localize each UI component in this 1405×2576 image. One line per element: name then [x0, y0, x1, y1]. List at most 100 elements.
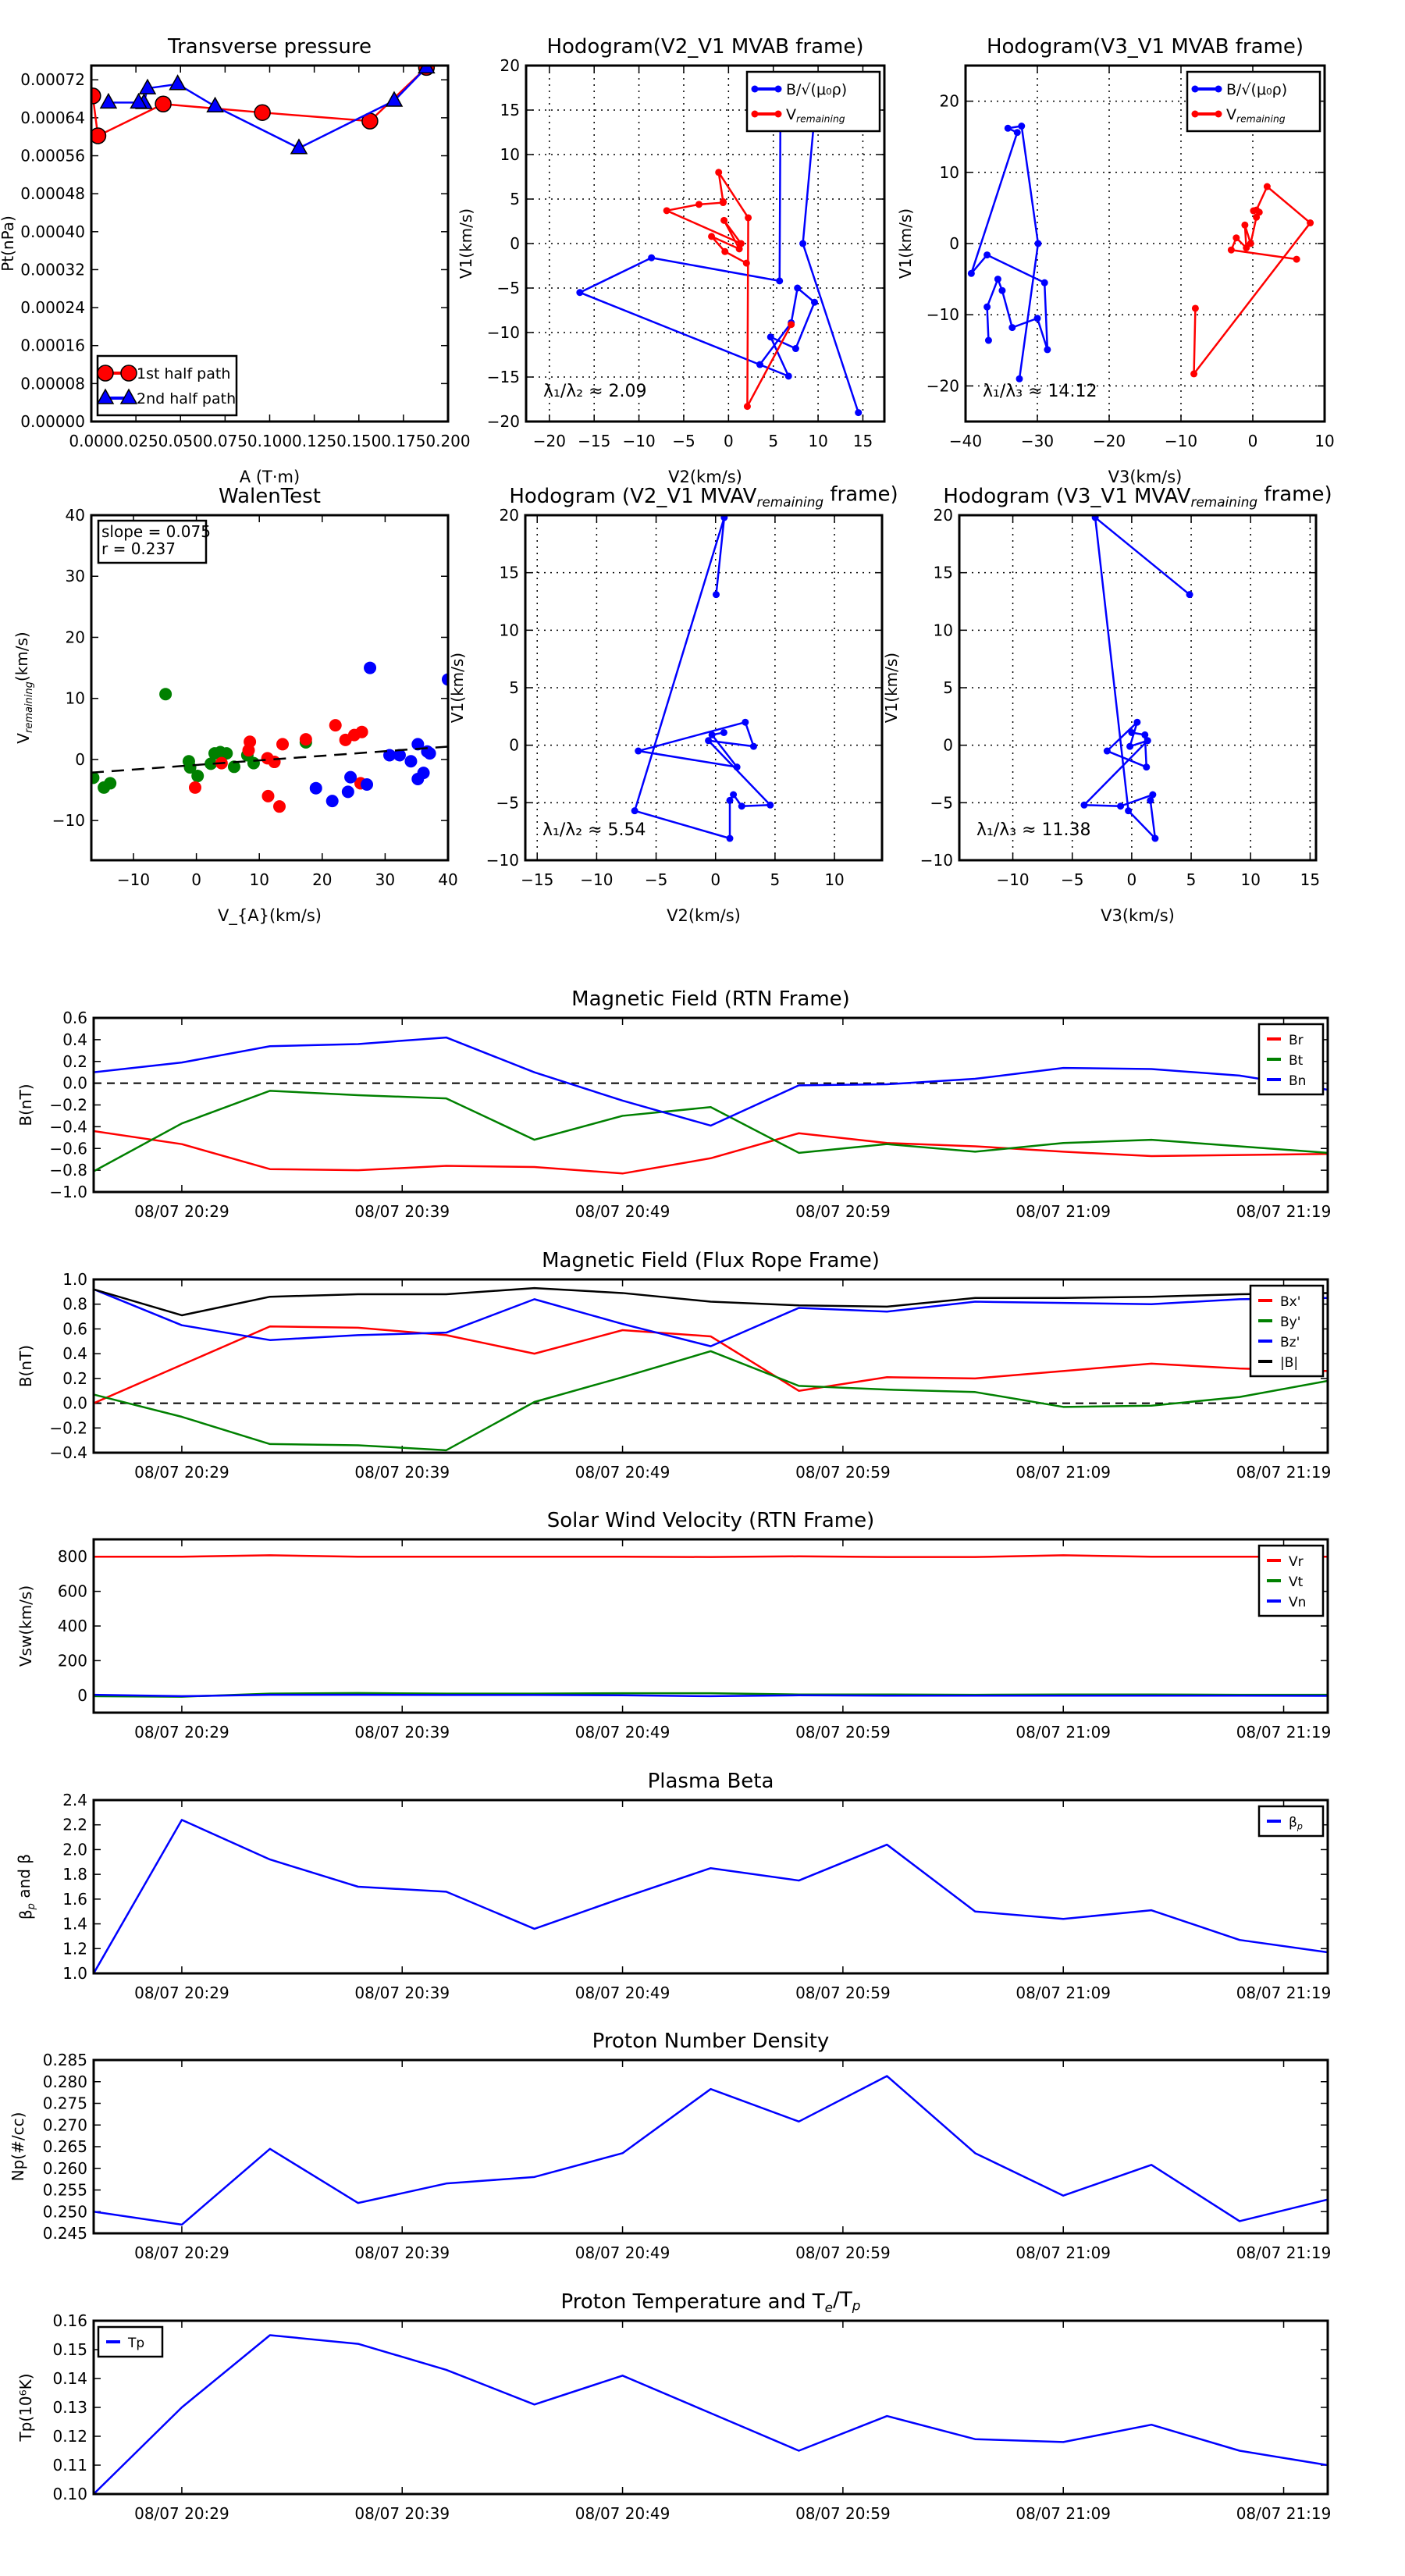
x-tick-label: 08/07 20:49: [575, 2243, 670, 2262]
legend-item: Vt: [1267, 1574, 1304, 1590]
x-axis-label: V2(km/s): [667, 906, 741, 925]
y-tick-label: 10: [66, 689, 85, 708]
y-tick-label: 0: [77, 1686, 87, 1705]
legend-label: 2nd half path: [137, 390, 236, 407]
data-point: [159, 688, 173, 701]
y-tick-label: −10: [52, 811, 85, 830]
x-axis-label: V_{A}(km/s): [218, 906, 322, 926]
x-tick-label: 0.000: [69, 432, 113, 450]
x-tick-label: 15: [853, 432, 873, 450]
chart-title: Solar Wind Velocity (RTN Frame): [547, 1509, 874, 1532]
x-tick-label: 5: [768, 432, 778, 450]
chart-title: Hodogram (V2_V1 MVAVremaining frame): [509, 482, 898, 510]
legend: B/√(μ₀ρ) Vremaining: [745, 70, 881, 133]
data-point: [998, 286, 1006, 294]
data-point: [91, 771, 100, 785]
eigenvalue-ratio-annotation: λ₁/λ₂ ≈ 5.54: [542, 820, 646, 840]
x-axis-label: V2(km/s): [668, 468, 742, 486]
x-tick-label: −5: [1061, 870, 1083, 889]
series-0: [94, 2075, 1328, 2226]
data-point: [1040, 279, 1048, 286]
legend-marker: [1215, 85, 1222, 93]
data-point: [1191, 304, 1199, 312]
x-tick-label: 10: [1314, 432, 1334, 450]
series-line: [94, 1286, 1328, 1317]
data-point: [735, 245, 743, 253]
legend-item: Bn: [1267, 1073, 1306, 1089]
legend-item: Vremaining: [751, 106, 845, 125]
legend-label: 1st half path: [137, 365, 230, 382]
legend-marker: [1191, 85, 1199, 93]
x-tick-label: −20: [533, 432, 566, 450]
y-tick-label: 2.0: [62, 1840, 87, 1859]
y-tick-label: 0.00032: [20, 260, 85, 279]
data-point: [1033, 315, 1041, 322]
legend-item: Br: [1267, 1033, 1304, 1048]
y-tick-label: 0.16: [52, 2311, 87, 2330]
data-point: [290, 138, 308, 155]
data-point: [385, 91, 404, 107]
data-point: [1044, 346, 1051, 354]
y-tick-label: 0.275: [43, 2094, 87, 2113]
legend-marker: [751, 110, 759, 118]
y-tick-label: 15: [500, 101, 520, 119]
y-axis-label: V1(km/s): [457, 208, 475, 279]
y-axis-label: Vsw(km/s): [16, 1585, 35, 1667]
data-point: [1103, 747, 1111, 755]
data-point: [730, 791, 738, 799]
chart-hodogram-v3-v1-mvav: Hodogram (V3_V1 MVAVremaining frame) −10 −…: [882, 482, 1332, 925]
y-tick-label: 0.2: [62, 1052, 87, 1071]
legend-label: Vremaining: [1226, 106, 1286, 125]
data-point: [631, 807, 638, 815]
data-point: [1125, 807, 1133, 815]
data-point: [1080, 801, 1088, 809]
x-tick-label: 08/07 20:59: [795, 1723, 891, 1742]
y-tick-label: 0.00000: [20, 412, 85, 431]
y-tick-label: 0.270: [43, 2115, 87, 2134]
legend-label: By': [1280, 1315, 1300, 1330]
y-tick-label: −0.4: [49, 1117, 87, 1136]
x-axis-label: V3(km/s): [1108, 468, 1183, 486]
y-tick-label: 1.0: [62, 1964, 87, 1983]
y-tick-label: 20: [934, 506, 953, 525]
x-tick-label: 08/07 20:39: [354, 1723, 450, 1742]
x-tick-label: 0.025: [113, 432, 158, 450]
legend-item: B/√(μ₀ρ): [1191, 81, 1287, 98]
data-point: [442, 673, 448, 686]
plot-area: [91, 66, 436, 155]
legend-item: Vn: [1267, 1595, 1306, 1610]
data-point: [776, 277, 784, 285]
series-line: [94, 1090, 1328, 1172]
data-point: [708, 731, 716, 738]
x-tick-label: 08/07 21:09: [1016, 1202, 1111, 1221]
data-point: [855, 409, 863, 417]
legend-item: B/√(μ₀ρ): [751, 81, 847, 98]
x-tick-label: 08/07 21:09: [1016, 2504, 1111, 2523]
data-point: [720, 216, 728, 224]
data-point: [742, 718, 749, 726]
y-tick-label: 10: [500, 145, 520, 164]
series-line: [94, 2075, 1328, 2226]
chart-title: Plasma Beta: [648, 1770, 774, 1793]
legend: Tp: [97, 2325, 164, 2358]
x-tick-label: 0.050: [158, 432, 203, 450]
data-point: [99, 92, 118, 109]
x-tick-label: 08/07 21:19: [1236, 1984, 1332, 2002]
legend: Vr Vt Vn: [1257, 1544, 1325, 1617]
data-point: [788, 321, 795, 329]
data-point: [1013, 129, 1021, 137]
data-point: [1133, 718, 1141, 726]
legend: Br Bt Bn: [1257, 1023, 1325, 1096]
y-tick-label: 800: [58, 1547, 87, 1566]
data-point: [1126, 742, 1134, 750]
data-point: [767, 333, 774, 341]
chart-title: Magnetic Field (Flux Rope Frame): [542, 1249, 880, 1272]
series-line: [94, 1350, 1328, 1452]
legend-label: Vt: [1289, 1574, 1304, 1590]
data-point: [1190, 370, 1198, 378]
y-axis-label: V1(km/s): [896, 208, 915, 279]
series-1: [94, 1692, 1328, 1698]
x-tick-label: −30: [1021, 432, 1054, 450]
plot-area: [94, 1819, 1328, 1973]
